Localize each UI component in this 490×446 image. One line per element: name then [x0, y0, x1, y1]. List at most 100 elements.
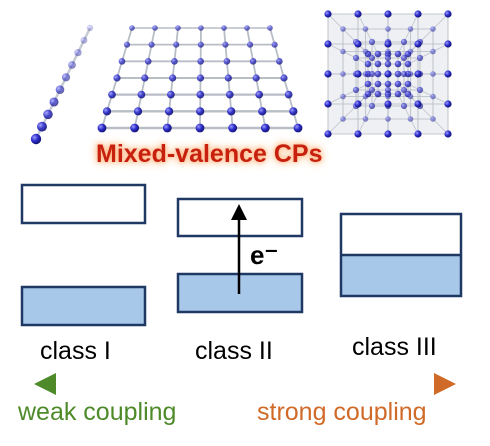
node-sphere [400, 38, 408, 46]
node-sphere [340, 71, 346, 77]
node-sphere [430, 93, 436, 100]
node-sphere [430, 26, 436, 32]
node-sphere [195, 123, 205, 133]
node-sphere [162, 123, 172, 133]
class-2-bands [176, 197, 304, 314]
class-3-label: class III [352, 333, 437, 361]
node-sphere [224, 74, 232, 82]
node-sphere [352, 86, 360, 94]
node-sphere [255, 90, 264, 99]
bond-line [407, 43, 449, 65]
node-sphere [384, 86, 392, 94]
node-sphere [276, 58, 283, 65]
node-sphere [148, 41, 155, 48]
strong-coupling-label: strong coupling [257, 398, 427, 426]
node-sphere [197, 58, 205, 65]
node-sphere [152, 25, 158, 31]
node-sphere [374, 80, 382, 88]
node-sphere [354, 130, 362, 138]
node-sphere [384, 80, 392, 88]
node-sphere [324, 70, 332, 78]
node-sphere [430, 48, 436, 55]
node-sphere [374, 70, 382, 78]
node-sphere [228, 123, 238, 133]
node-sphere [123, 41, 131, 48]
node-sphere [49, 97, 59, 107]
node-sphere [394, 50, 402, 58]
node-sphere [108, 90, 116, 99]
node-sphere [385, 116, 391, 122]
node-sphere [68, 61, 76, 69]
bond-line [357, 93, 379, 135]
node-sphere [407, 116, 414, 122]
bond-line [407, 83, 449, 105]
node-sphere [404, 80, 412, 88]
node-sphere [362, 93, 369, 100]
node-sphere [407, 71, 414, 77]
node-sphere [258, 107, 267, 116]
node-sphere [86, 24, 94, 32]
node-sphere [364, 80, 372, 88]
node-sphere [444, 130, 452, 138]
grid-2d-structure [97, 25, 303, 133]
chain-1d-structure [30, 24, 94, 145]
node-sphere [444, 70, 452, 78]
node-sphere [404, 60, 412, 68]
node-sphere [384, 60, 392, 68]
node-sphere [374, 50, 382, 58]
node-sphere [196, 90, 205, 99]
class-2-label: class II [195, 337, 273, 365]
node-sphere [384, 130, 392, 138]
node-sphere [198, 25, 204, 31]
node-sphere [30, 133, 42, 145]
node-sphere [368, 54, 376, 62]
node-sphere [271, 41, 278, 48]
node-sphere [133, 107, 143, 116]
node-sphere [267, 25, 273, 31]
coupling-arrow-right-head [434, 373, 456, 395]
node-sphere [407, 93, 414, 100]
node-sphere [55, 85, 65, 94]
bond-line [407, 93, 449, 135]
node-sphere [354, 40, 362, 48]
bond-line [327, 43, 369, 65]
node-sphere [249, 58, 257, 65]
node-sphere [324, 10, 332, 18]
bond-line [327, 83, 369, 105]
node-sphere [74, 49, 82, 57]
node-sphere [167, 90, 175, 99]
node-sphere [324, 100, 332, 108]
electron-label: e⁻ [250, 240, 279, 270]
node-sphere [444, 40, 452, 48]
node-sphere [130, 123, 140, 133]
node-sphere [384, 100, 392, 108]
arrow-head [231, 204, 247, 220]
node-sphere [400, 70, 408, 78]
class-3-band-outline [339, 212, 463, 298]
node-sphere [362, 48, 369, 55]
class-3-band-filled [341, 255, 461, 296]
node-sphere [244, 25, 250, 31]
node-sphere [362, 116, 369, 122]
node-sphere [368, 38, 376, 46]
node-sphere [340, 26, 346, 32]
node-sphere [171, 58, 178, 65]
node-sphere [385, 26, 391, 32]
node-sphere [340, 93, 346, 100]
class-1-upper-band [20, 183, 147, 225]
diagram-title: Mixed-valence CPs [96, 140, 323, 168]
node-sphere [340, 48, 346, 55]
node-sphere [97, 123, 107, 133]
class-3-bands [339, 212, 463, 298]
node-sphere [118, 58, 126, 65]
node-sphere [196, 74, 205, 82]
node-sphere [113, 74, 121, 82]
node-sphere [175, 25, 181, 31]
node-sphere [102, 107, 112, 116]
class-1-bands [20, 183, 147, 327]
node-sphere [80, 36, 88, 44]
node-sphere [197, 41, 204, 48]
node-sphere [416, 86, 424, 94]
node-sphere [385, 48, 391, 55]
